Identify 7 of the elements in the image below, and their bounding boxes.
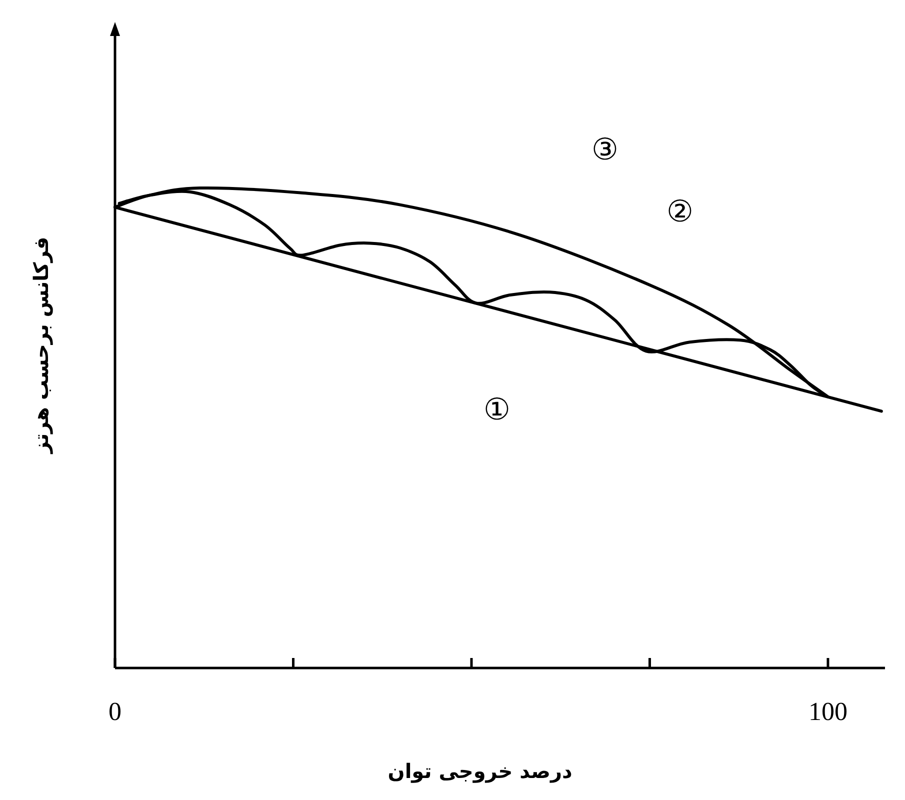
x-axis-title: درصد خروجی توان bbox=[388, 759, 572, 783]
annotation: ① bbox=[484, 392, 510, 428]
y-axis-title: فرکانس برحسب هرتز bbox=[29, 236, 53, 454]
text: ③ bbox=[592, 132, 618, 168]
x-tick-label: 100 bbox=[808, 697, 848, 726]
annotation: ② bbox=[666, 194, 694, 230]
x-tick-label: 0 bbox=[108, 697, 122, 726]
